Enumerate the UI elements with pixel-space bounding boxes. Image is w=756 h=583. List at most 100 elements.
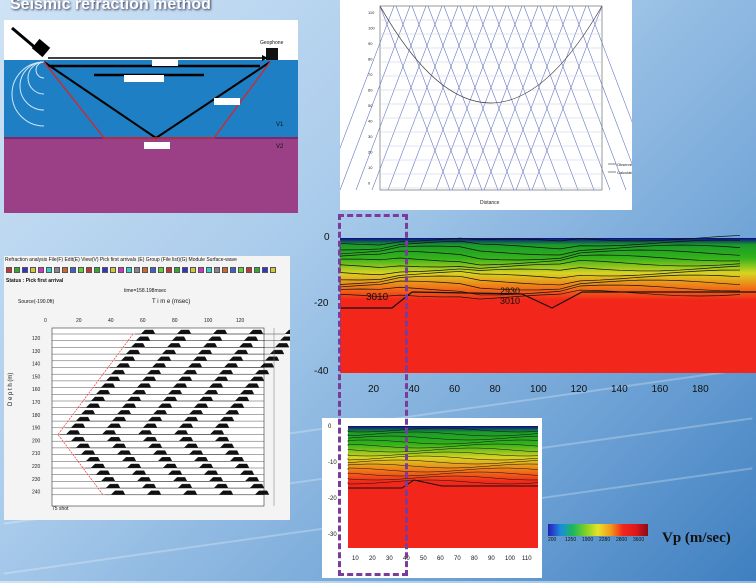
raypath-plot: 110 100 90 80 70 60 50 40 30 20 10 0 Distance Observe… (340, 0, 632, 210)
toolbar-button[interactable] (134, 266, 140, 273)
tomo1-xtick: 160 (651, 384, 669, 395)
colorbar-tick: 1900 (582, 537, 594, 543)
depth-tick: 220 (32, 464, 41, 470)
depth-tick: 200 (32, 438, 41, 444)
colorbar-label: Vp (m/sec) (662, 530, 731, 546)
toolbar-button[interactable] (270, 266, 276, 273)
tomo1-xtick: 140 (611, 384, 628, 395)
toolbar-button[interactable] (190, 266, 196, 273)
tomo2-xtick: 60 (437, 556, 444, 562)
tomo2-xtick: 30 (386, 556, 393, 562)
toolbar-button[interactable] (150, 266, 156, 273)
tomo2-xtick: 70 (454, 556, 461, 562)
toolbar-button[interactable] (62, 266, 68, 273)
svg-text:V2: V2 (276, 144, 284, 150)
raypath-xlabel: Distance (480, 200, 500, 206)
toolbar-button[interactable] (214, 266, 220, 273)
contour-label-3: 3010 (500, 296, 521, 306)
raypath-ytick: 100 (368, 26, 375, 31)
raypath-ytick: 90 (368, 41, 373, 46)
time-axis-label: T i m e (msec) (152, 299, 191, 305)
refraction-svg: V1 V2 Geophone (4, 26, 298, 213)
toolbar-button[interactable] (38, 266, 44, 273)
toolbar-button[interactable] (206, 266, 212, 273)
time-tick: 120 (236, 318, 245, 324)
tomo2-xtick: 90 (488, 556, 495, 562)
tomo2-ytick: 0 (328, 424, 332, 430)
depth-tick: 130 (32, 349, 41, 355)
colorbar-tick: 2280 (599, 537, 611, 543)
raypath-ytick: 10 (368, 165, 373, 170)
tomogram-small-svg (347, 426, 539, 548)
toolbar-button[interactable] (262, 266, 268, 273)
colorbar-tick: 2800 (616, 537, 628, 543)
status-text: Status : Pick first arrival (6, 278, 64, 284)
contour-label-2: 2930 (500, 286, 521, 296)
time-tick: 0 (44, 318, 47, 324)
raypath-ytick: 70 (368, 72, 373, 77)
raypath-ytick: 30 (368, 134, 373, 139)
toolbar-button[interactable] (6, 266, 12, 273)
toolbar-button[interactable] (30, 266, 36, 273)
colorbar: 200 1250 1900 2280 2800 3600 (548, 524, 648, 550)
time-tick: 40 (108, 318, 114, 324)
trace-svg: 0 20 40 60 80 100 120 120 130 140 150 160 170 180 190 2… (32, 318, 290, 507)
toolbar-button[interactable] (230, 266, 236, 273)
toolbar-button[interactable] (70, 266, 76, 273)
depth-tick: 120 (32, 336, 41, 342)
toolbar-button[interactable] (110, 266, 116, 273)
tomo1-xtick: 120 (570, 384, 588, 395)
toolbar-button[interactable] (158, 266, 164, 273)
depth-tick: 150 (32, 374, 41, 380)
colorbar-tick: 200 (548, 537, 557, 543)
raypath-ytick: 40 (368, 119, 373, 124)
toolbar-button[interactable] (78, 266, 84, 273)
page-title: Seismic refraction method (10, 0, 211, 13)
tomogram-large: 0 -20 -40 20 40 60 80 100 120 140 160 180 3010 2… (314, 228, 756, 400)
svg-text:V1: V1 (276, 122, 284, 128)
time-readout: time=158.198msec (124, 288, 167, 294)
toolbar-button[interactable] (86, 266, 92, 273)
highlight-box (338, 214, 408, 576)
toolbar-button[interactable] (254, 266, 260, 273)
toolbar-button[interactable] (118, 266, 124, 273)
toolbar-button[interactable] (14, 266, 20, 273)
toolbar-button[interactable] (166, 266, 172, 273)
toolbar-button[interactable] (198, 266, 204, 273)
tomo2-xtick: 50 (420, 556, 427, 562)
colorbar-tick: 1250 (565, 537, 577, 543)
toolbar-button[interactable] (182, 266, 188, 273)
toolbar-button[interactable] (126, 266, 132, 273)
toolbar-button[interactable] (246, 266, 252, 273)
toolbar-button[interactable] (142, 266, 148, 273)
tomogram-large-svg (339, 235, 756, 373)
depth-tick: 160 (32, 387, 41, 393)
toolbar-button[interactable] (222, 266, 228, 273)
contour-label-1: 3010 (366, 292, 389, 303)
toolbar-button[interactable] (22, 266, 28, 273)
toolbar-button[interactable] (102, 266, 108, 273)
raypath-ytick: 20 (368, 150, 373, 155)
depth-tick: 230 (32, 477, 41, 483)
tomo2-xtick: 80 (471, 556, 478, 562)
colorbar-tick: 3600 (633, 537, 645, 543)
toolbar-button[interactable] (54, 266, 60, 273)
toolbar-button[interactable] (238, 266, 244, 273)
tomo2-ytick: -20 (328, 496, 337, 502)
raypath-ytick: 80 (368, 57, 373, 62)
time-tick: 100 (204, 318, 213, 324)
tomo2-ytick: -30 (328, 532, 337, 538)
depth-tick: 190 (32, 426, 41, 432)
tomo2-xtick: 10 (352, 556, 359, 562)
raypath-legend-entry: Calculated (617, 170, 632, 175)
toolbar-button[interactable] (46, 266, 52, 273)
raypath-ytick: 110 (368, 10, 375, 15)
tomo1-xtick: 80 (489, 384, 501, 395)
tomo1-ytick-0: 0 (324, 232, 330, 243)
toolbar-button[interactable] (174, 266, 180, 273)
depth-tick: 140 (32, 362, 41, 368)
tomo2-xtick: 20 (369, 556, 376, 562)
menu-bar[interactable]: Refraction analysis File(F) Edit(E) View… (5, 257, 237, 263)
toolbar-button[interactable] (94, 266, 100, 273)
toolbar[interactable] (4, 265, 290, 274)
